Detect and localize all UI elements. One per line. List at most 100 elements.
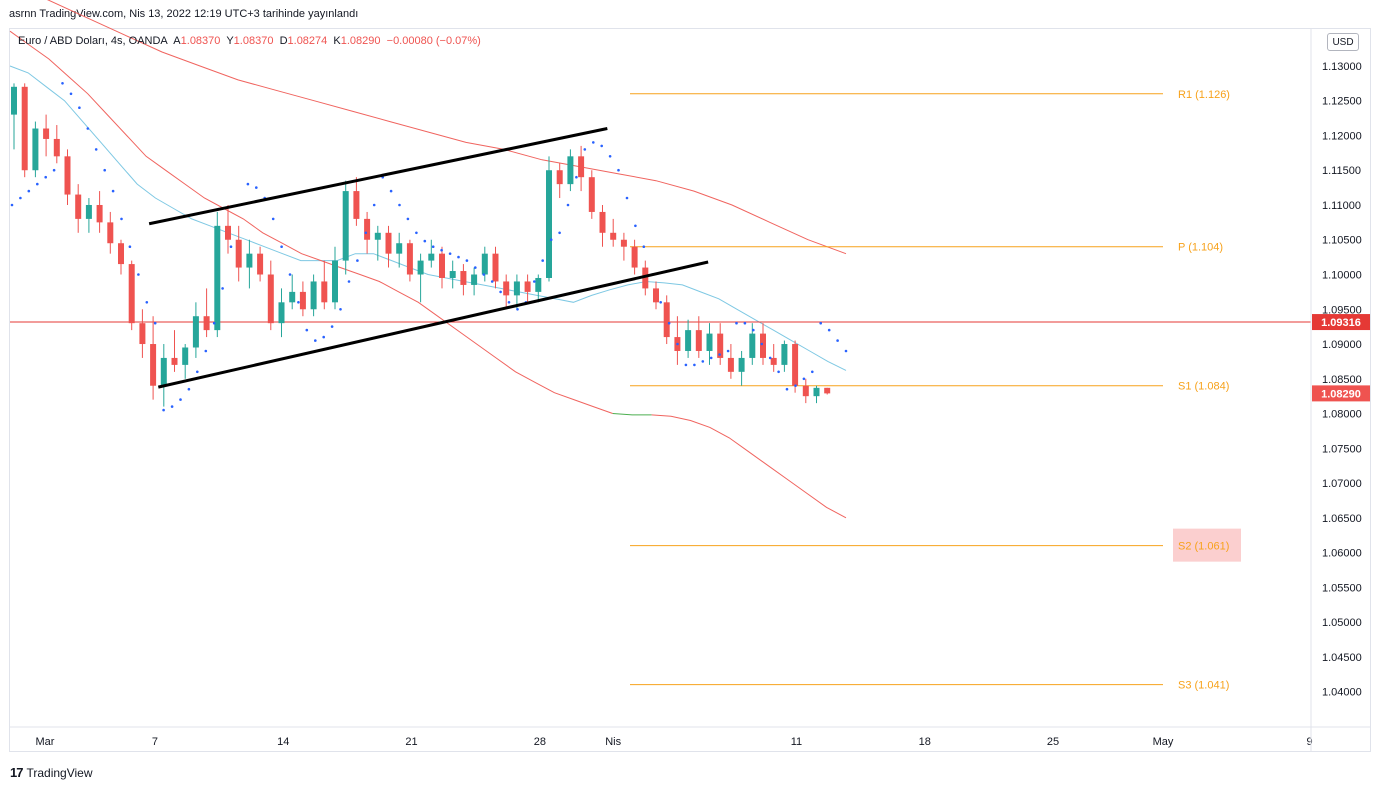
candle-body [364, 218, 371, 240]
psar-dot [558, 231, 561, 235]
psar-dot [499, 290, 502, 294]
candle-body [385, 232, 392, 254]
candle-body [278, 302, 285, 324]
x-tick-label: Mar [36, 736, 55, 748]
psar-dot [305, 328, 309, 332]
psar-dot [254, 186, 258, 189]
candle-body [439, 253, 445, 278]
psar-dot [52, 168, 56, 172]
candle-body [610, 232, 617, 240]
candle-body [150, 344, 157, 386]
candle-body [160, 357, 167, 386]
open-label: A [173, 35, 181, 47]
ma-fast-line [9, 65, 847, 371]
candle-body [631, 246, 638, 268]
psar-dot [229, 245, 233, 248]
candle [278, 288, 285, 338]
tradingview-brand[interactable]: 17 TradingView [10, 765, 93, 780]
psar-dot [583, 148, 587, 151]
candle-body [503, 281, 510, 296]
candle [75, 184, 82, 233]
candle [535, 274, 542, 303]
candle [107, 211, 114, 254]
psar-dot [693, 363, 696, 367]
psar-dot [10, 203, 14, 207]
candle-body [781, 344, 788, 365]
candle [374, 225, 381, 261]
change-value: −0.00080 (−0.07%) [386, 35, 481, 47]
candle [481, 246, 488, 282]
price-tag-text: 1.09316 [1321, 317, 1361, 329]
y-tick-label: 1.09500 [1322, 304, 1362, 316]
psar-dot [431, 245, 435, 248]
candle-body [225, 225, 231, 240]
currency-button[interactable]: USD [1327, 33, 1359, 51]
high-value: 1.08370 [233, 35, 274, 47]
psar-dot [372, 203, 376, 207]
candle [11, 83, 17, 150]
channel-lower-line [157, 260, 709, 389]
psar-dot [61, 82, 64, 85]
psar-dot [684, 363, 688, 367]
candle [85, 198, 92, 233]
y-tick-label: 1.05500 [1322, 582, 1362, 594]
open-value: 1.08370 [180, 35, 221, 47]
pivot-label-s3: S3 (1.041) [1178, 680, 1229, 692]
candle-body [578, 156, 585, 178]
ma-slow-line [9, 30, 613, 414]
y-tick-label: 1.07000 [1322, 478, 1362, 490]
psar-dot [297, 301, 300, 304]
candle-body [192, 316, 199, 348]
y-tick-label: 1.06000 [1322, 548, 1362, 560]
psar-dot [347, 280, 351, 283]
candle [653, 281, 659, 310]
y-tick-label: 1.12500 [1322, 96, 1362, 108]
candle-body [235, 239, 242, 268]
candle-body [75, 194, 82, 219]
candle [610, 218, 617, 247]
candle-body [53, 138, 60, 157]
psar-dot [221, 287, 224, 290]
candle [192, 302, 199, 358]
candle [150, 316, 157, 400]
y-tick-label: 1.06500 [1322, 513, 1362, 525]
psar-dot [608, 155, 612, 158]
psar-dot [676, 342, 679, 346]
psar-dot [36, 182, 39, 186]
chart-frame[interactable] [9, 28, 1371, 752]
candle-body [11, 86, 17, 115]
psar-dot [364, 231, 368, 235]
x-tick-label: 9 [1307, 736, 1313, 748]
y-tick-label: 1.10000 [1322, 270, 1362, 282]
psar-dot [777, 370, 780, 374]
psar-dot [204, 349, 208, 353]
candle [353, 177, 360, 226]
candle [449, 260, 456, 289]
psar-dot [415, 231, 418, 235]
candle [813, 385, 820, 404]
candle [706, 323, 713, 365]
candle-body [96, 204, 103, 223]
price-tag-bg [1312, 385, 1370, 402]
candle-body [524, 281, 531, 292]
candle [160, 344, 167, 407]
candle-body [663, 302, 670, 338]
psar-dot [516, 308, 519, 311]
psar-dot [314, 339, 317, 342]
candle [203, 288, 210, 338]
x-tick-label: 21 [405, 736, 417, 748]
psar-dot [153, 321, 157, 325]
candle [118, 239, 124, 275]
candle [738, 350, 745, 386]
psar-dot [566, 203, 570, 207]
psar-dot [533, 280, 536, 283]
candle [717, 323, 724, 365]
candle [460, 264, 467, 296]
candle-body [182, 347, 189, 365]
candle-body [449, 271, 456, 278]
psar-dot [145, 301, 149, 304]
psar-dot [634, 224, 637, 228]
candle [406, 239, 413, 282]
psar-dot [187, 387, 191, 391]
